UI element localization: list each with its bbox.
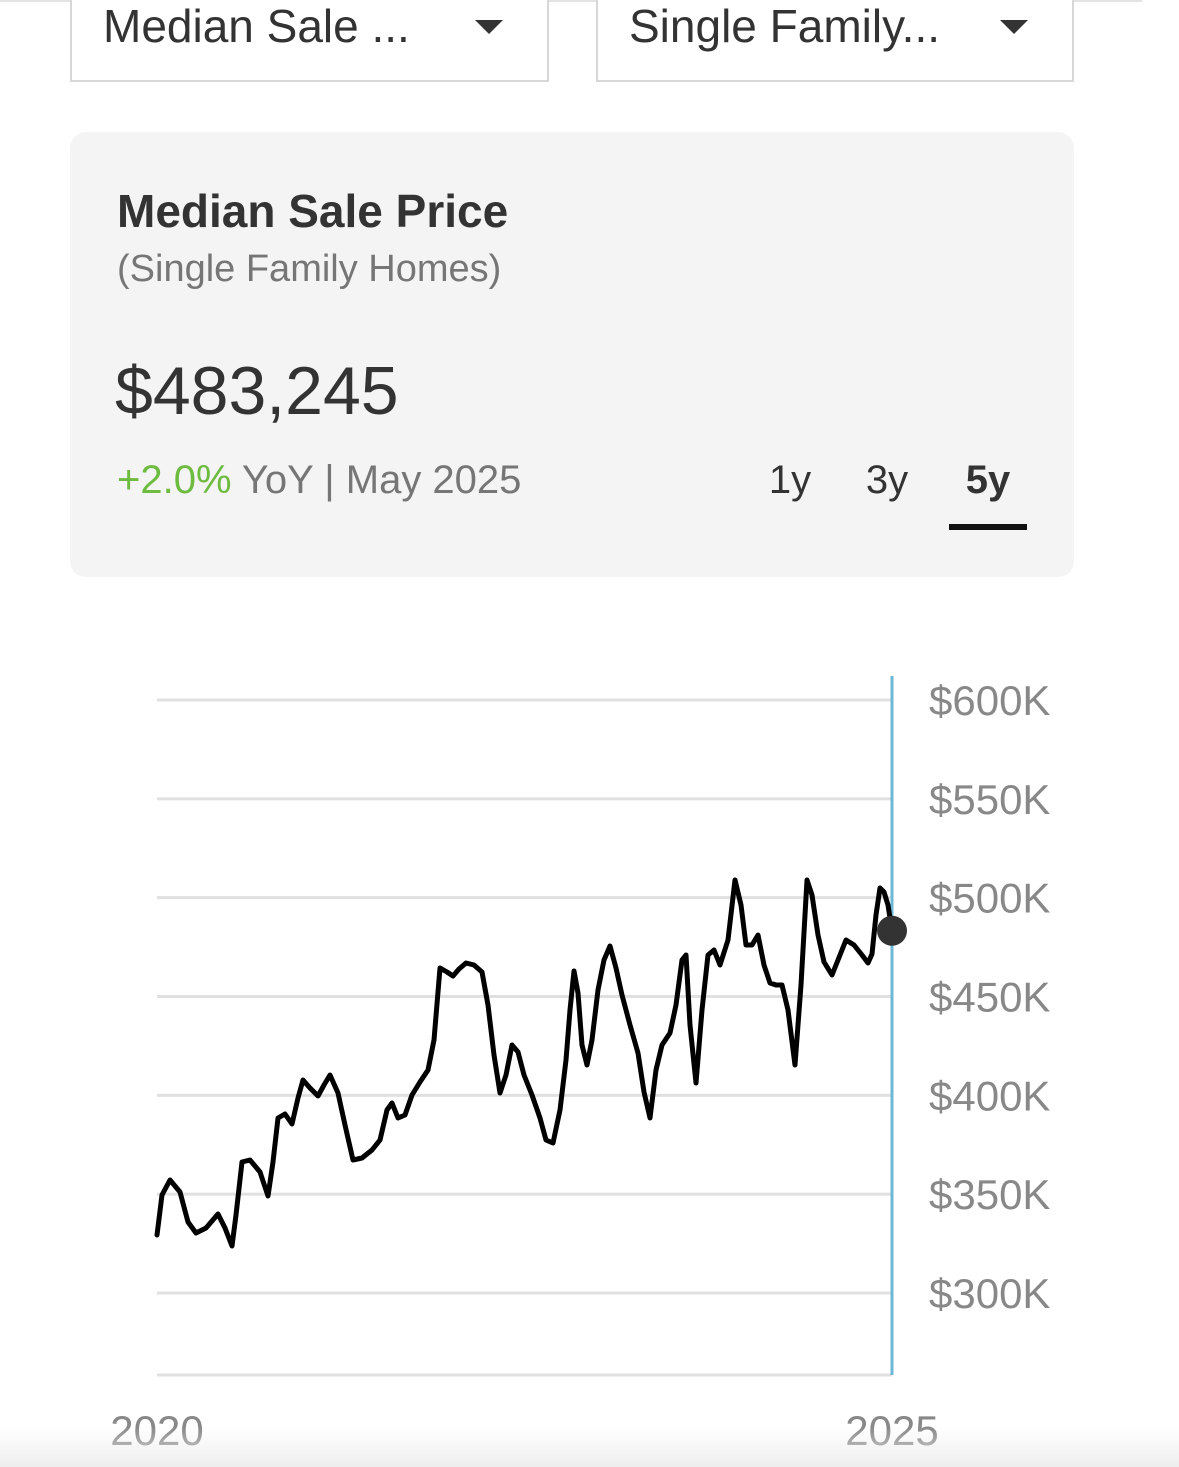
summary-card: Median Sale Price (Single Family Homes) … (70, 132, 1074, 577)
y-tick-label: $550K (929, 776, 1050, 823)
tab-5y-label: 5y (965, 458, 1011, 502)
median-sale-price-chart[interactable]: $600K $550K $500K $450K $400K $350K $300K 2020 2… (0, 600, 1142, 1467)
y-tick-label: $500K (929, 875, 1050, 922)
home-type-dropdown[interactable]: Single Family... (596, 0, 1074, 82)
y-tick-label: $400K (929, 1072, 1050, 1119)
tab-3y[interactable]: 3y (863, 458, 911, 503)
active-tab-indicator (949, 524, 1027, 530)
yoy-stats: +2.0% YoY | May 2025 (117, 458, 521, 503)
series-line (154, 877, 895, 1249)
metric-dropdown-value: Median Sale ... (103, 0, 410, 52)
y-tick-label: $300K (929, 1270, 1050, 1317)
home-type-dropdown-value: Single Family... (629, 0, 941, 52)
y-tick-label: $350K (929, 1171, 1050, 1218)
median-price-value: $483,245 (115, 353, 399, 429)
yoy-change: +2.0% (117, 458, 232, 502)
tab-5y[interactable]: 5y (949, 458, 1027, 530)
x-tick-label: 2020 (110, 1407, 203, 1454)
top-divider (0, 0, 1142, 2)
tab-1y[interactable]: 1y (768, 458, 812, 503)
y-tick-label: $450K (929, 974, 1050, 1021)
y-tick-label: $600K (929, 677, 1050, 724)
tab-1y-label: 1y (768, 458, 812, 502)
chevron-down-icon (1000, 20, 1028, 34)
x-tick-label: 2025 (845, 1407, 938, 1454)
yoy-change-suffix: YoY | May 2025 (231, 458, 522, 502)
chevron-down-icon (475, 20, 503, 34)
metric-dropdown[interactable]: Median Sale ... (70, 0, 549, 82)
card-subtitle: (Single Family Homes) (117, 248, 502, 290)
card-title: Median Sale Price (117, 185, 509, 237)
current-value-marker[interactable] (877, 915, 907, 946)
tab-3y-label: 3y (865, 458, 909, 502)
